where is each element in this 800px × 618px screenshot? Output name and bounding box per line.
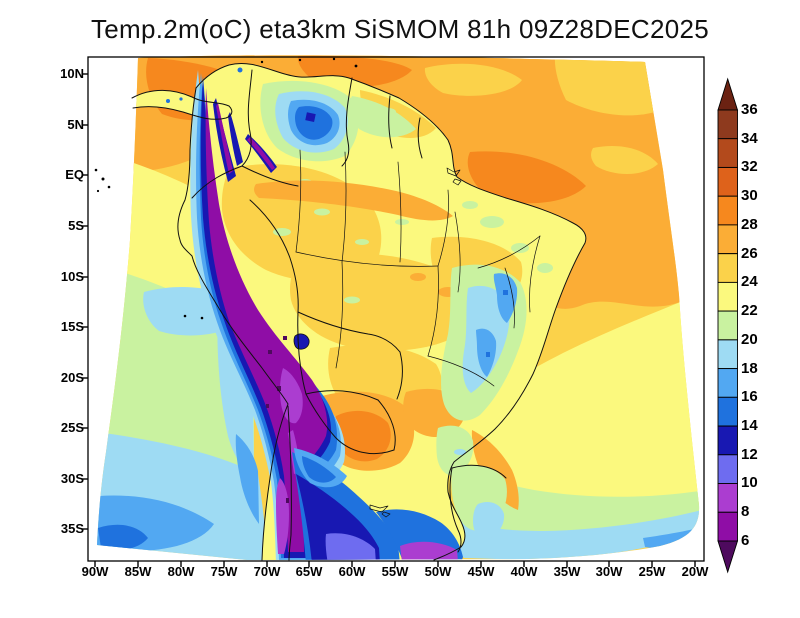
- y-tick-label: EQ: [65, 167, 84, 182]
- state-borders: [295, 149, 541, 387]
- y-tick-label: 35S: [60, 521, 84, 536]
- colorbar-label: 24: [741, 273, 758, 290]
- country-borders: [191, 69, 507, 561]
- x-tick-label: 60W: [338, 564, 366, 579]
- lake-titicaca: [293, 333, 310, 350]
- colorbar-label: 28: [741, 216, 758, 233]
- colorbar-label: 32: [741, 158, 758, 175]
- colorbar-label: 14: [741, 417, 758, 434]
- x-tick-label: 75W: [210, 564, 238, 579]
- colorbar-label: 18: [741, 360, 758, 377]
- colorbar-label: 22: [741, 302, 758, 319]
- x-tick-label: 35W: [553, 564, 581, 579]
- axis-ticks: [82, 73, 696, 567]
- x-tick-label: 90W: [81, 564, 109, 579]
- y-tick-label: 15S: [60, 319, 84, 334]
- colorbar-label: 30: [741, 187, 758, 204]
- y-tick-label: 5N: [67, 117, 84, 132]
- colorbar-label: 8: [741, 503, 750, 520]
- colorbar-label: 26: [741, 245, 758, 262]
- colorbar-label: 36: [741, 101, 758, 118]
- y-tick-label: 20S: [60, 370, 84, 385]
- colorbar: [717, 77, 739, 574]
- colorbar-label: 34: [741, 130, 758, 147]
- x-tick-label: 85W: [124, 564, 152, 579]
- y-tick-label: 5S: [68, 218, 84, 233]
- x-tick-label: 25W: [638, 564, 666, 579]
- map-frame: [87, 56, 705, 562]
- colorbar-label: 10: [741, 474, 758, 491]
- x-tick-label: 55W: [381, 564, 409, 579]
- y-tick-label: 25S: [60, 420, 84, 435]
- x-tick-label: 50W: [424, 564, 452, 579]
- colorbar-top-arrow: [717, 77, 739, 111]
- map-title: Temp.2m(oC) eta3km SiSMOM 81h 09Z28DEC20…: [90, 14, 710, 44]
- x-tick-label: 40W: [510, 564, 538, 579]
- temperature-field: [97, 55, 700, 560]
- y-tick-label: 30S: [60, 471, 84, 486]
- colorbar-label: 16: [741, 388, 758, 405]
- colorbar-label: 12: [741, 446, 758, 463]
- colorbar-label: 20: [741, 331, 758, 348]
- colorbar-bottom-arrow: [717, 540, 739, 574]
- colorbar-label: 6: [741, 532, 750, 549]
- x-tick-label: 80W: [167, 564, 195, 579]
- x-tick-label: 70W: [253, 564, 281, 579]
- x-tick-label: 65W: [295, 564, 323, 579]
- coastline: [131, 63, 587, 561]
- y-tick-label: 10S: [60, 269, 84, 284]
- x-tick-label: 20W: [681, 564, 709, 579]
- x-tick-label: 45W: [467, 564, 495, 579]
- island-dots: [94, 57, 358, 320]
- x-tick-label: 30W: [595, 564, 623, 579]
- y-tick-label: 10N: [60, 66, 84, 81]
